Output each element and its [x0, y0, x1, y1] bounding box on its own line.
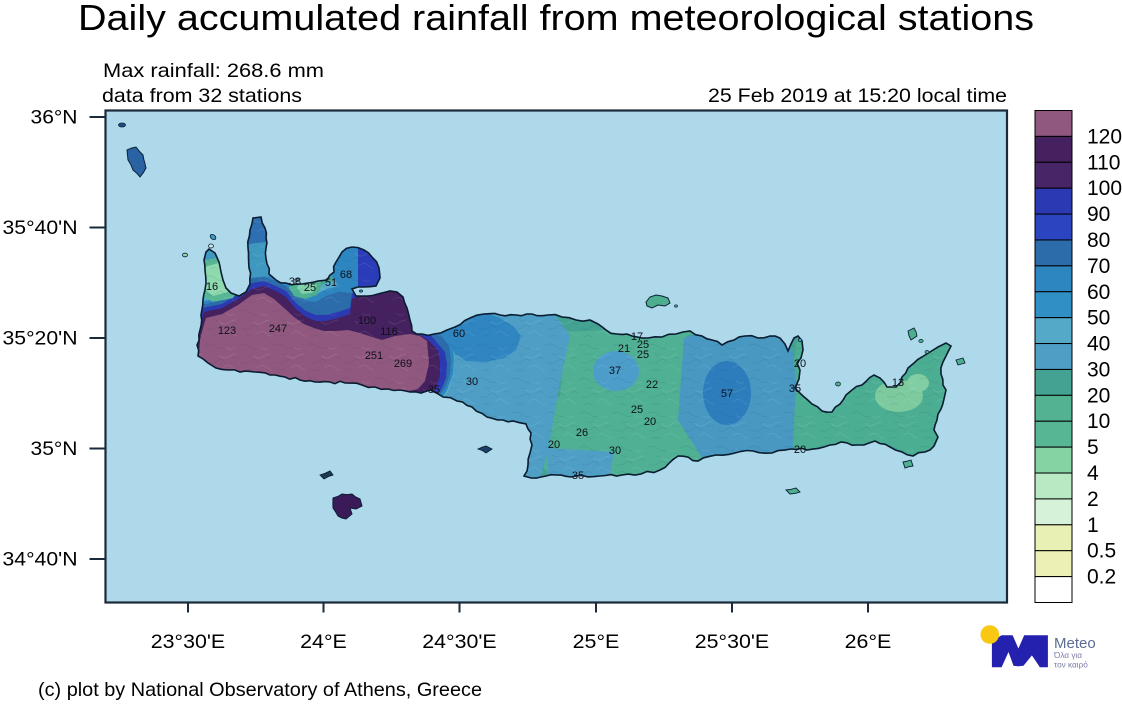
svg-text:120: 120: [1087, 125, 1122, 148]
svg-text:60: 60: [453, 328, 465, 340]
svg-text:0.2: 0.2: [1087, 566, 1116, 589]
svg-text:38: 38: [289, 276, 301, 288]
svg-text:13: 13: [892, 377, 904, 389]
svg-text:0.5: 0.5: [1087, 540, 1116, 563]
svg-text:30: 30: [609, 445, 621, 457]
svg-text:30: 30: [1087, 358, 1110, 381]
svg-text:123: 123: [218, 325, 236, 337]
svg-text:40: 40: [1087, 333, 1110, 356]
svg-text:51: 51: [325, 277, 337, 289]
svg-text:35°40'N: 35°40'N: [3, 217, 78, 239]
svg-text:110: 110: [1087, 151, 1120, 174]
svg-text:20: 20: [794, 444, 806, 456]
svg-text:22: 22: [646, 379, 658, 391]
svg-text:16: 16: [206, 281, 218, 293]
svg-text:20: 20: [548, 439, 560, 451]
svg-text:25: 25: [637, 339, 649, 351]
svg-text:35°20'N: 35°20'N: [3, 328, 78, 350]
svg-text:251: 251: [365, 350, 383, 362]
svg-text:25: 25: [637, 349, 649, 361]
svg-text:90: 90: [1087, 203, 1110, 226]
svg-text:70: 70: [1087, 255, 1110, 278]
svg-text:60: 60: [1087, 281, 1110, 304]
svg-text:269: 269: [394, 358, 412, 370]
svg-text:68: 68: [340, 269, 352, 281]
svg-text:35: 35: [572, 470, 584, 482]
svg-text:τον καιρό: τον καιρό: [1054, 661, 1088, 670]
svg-text:24°30'E: 24°30'E: [422, 631, 496, 653]
svg-text:Meteo: Meteo: [1054, 635, 1096, 652]
svg-text:35: 35: [789, 383, 801, 395]
svg-text:26: 26: [576, 427, 588, 439]
svg-text:20: 20: [644, 416, 656, 428]
svg-text:247: 247: [269, 323, 287, 335]
svg-text:100: 100: [1087, 177, 1122, 200]
svg-text:80: 80: [1087, 229, 1110, 252]
svg-text:37: 37: [609, 365, 621, 377]
svg-text:100: 100: [358, 315, 376, 327]
svg-text:25°30'E: 25°30'E: [695, 631, 769, 653]
svg-text:116: 116: [380, 326, 398, 338]
svg-text:35: 35: [428, 384, 440, 396]
svg-text:24°E: 24°E: [300, 631, 347, 653]
svg-text:Daily accumulated rainfall fro: Daily accumulated rainfall from meteorol…: [78, 0, 1034, 38]
svg-text:data from 32 stations: data from 32 stations: [102, 85, 302, 107]
svg-text:23°30'E: 23°30'E: [151, 631, 225, 653]
svg-text:5: 5: [1087, 436, 1099, 459]
svg-text:1: 1: [1087, 514, 1099, 537]
svg-text:25: 25: [304, 282, 316, 294]
svg-text:10: 10: [1087, 410, 1110, 433]
svg-text:20: 20: [794, 358, 806, 370]
svg-text:2: 2: [1087, 488, 1099, 511]
svg-text:Max rainfall: 268.6 mm: Max rainfall: 268.6 mm: [103, 60, 324, 82]
svg-text:26°E: 26°E: [845, 631, 892, 653]
svg-text:35°N: 35°N: [31, 438, 78, 460]
svg-text:34°40'N: 34°40'N: [3, 549, 78, 571]
svg-text:30: 30: [466, 376, 478, 388]
svg-text:25: 25: [631, 404, 643, 416]
svg-text:4: 4: [1087, 462, 1099, 485]
svg-text:57: 57: [721, 388, 733, 400]
svg-text:(c) plot by National Observato: (c) plot by National Observatory of Athe…: [38, 679, 482, 701]
svg-text:20: 20: [1087, 384, 1110, 407]
svg-text:25°E: 25°E: [573, 631, 620, 653]
svg-text:Όλα για: Όλα για: [1053, 651, 1082, 660]
svg-text:36°N: 36°N: [31, 107, 78, 129]
svg-text:21: 21: [618, 343, 630, 355]
svg-text:50: 50: [1087, 307, 1110, 330]
svg-text:25 Feb 2019 at 15:20 local tim: 25 Feb 2019 at 15:20 local time: [708, 85, 1007, 107]
svg-text:17: 17: [631, 331, 643, 343]
